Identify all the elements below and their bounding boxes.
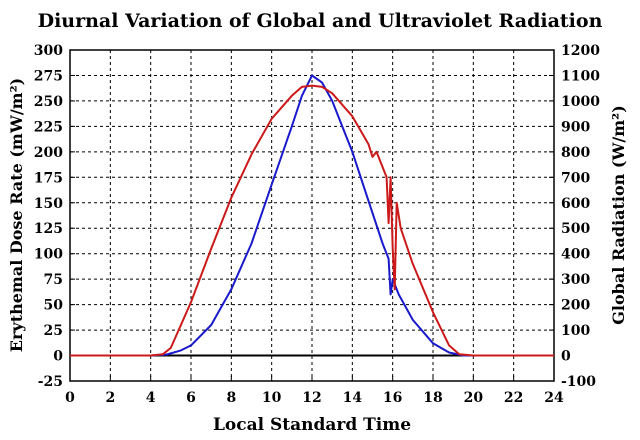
right-tick-label: 900 xyxy=(561,119,590,135)
erythemal-dose-series-line xyxy=(70,74,554,357)
x-tick-label: 24 xyxy=(544,390,564,406)
left-tick-label: 50 xyxy=(44,298,64,314)
chart-title: Diurnal Variation of Global and Ultravio… xyxy=(38,10,603,32)
left-tick-label: 250 xyxy=(34,94,63,110)
left-tick-label: 150 xyxy=(34,196,63,212)
x-tick-label: 0 xyxy=(65,390,75,406)
right-tick-label: 300 xyxy=(561,272,590,288)
right-tick-label: 800 xyxy=(561,145,590,161)
right-tick-label: 500 xyxy=(561,221,590,237)
left-tick-label: 25 xyxy=(44,323,63,339)
right-axis-ticks: -100 0 100 200 300 400 500 600 700 800 900 1000 1100… xyxy=(549,43,600,390)
x-tick-label: 2 xyxy=(105,390,115,406)
right-tick-label: 700 xyxy=(561,170,590,186)
left-axis-label: Erythemal Dose Rate (mW/m²) xyxy=(7,78,26,352)
right-tick-label: 400 xyxy=(561,247,590,263)
series-layer xyxy=(70,74,554,357)
right-tick-label: 1200 xyxy=(561,43,600,59)
right-tick-label: 200 xyxy=(561,298,590,314)
left-tick-label: 225 xyxy=(34,119,63,135)
x-tick-label: 10 xyxy=(262,390,282,406)
left-tick-label: -25 xyxy=(38,374,63,390)
left-tick-label: 100 xyxy=(34,247,63,263)
left-tick-label: 275 xyxy=(34,68,63,84)
right-axis-label: Global Radiation (W/m²) xyxy=(609,105,628,325)
right-tick-label: -100 xyxy=(561,374,596,390)
x-tick-label: 6 xyxy=(186,390,196,406)
right-tick-label: 1000 xyxy=(561,94,600,110)
left-tick-label: 125 xyxy=(34,221,63,237)
global-radiation-series-line xyxy=(70,84,554,357)
x-tick-label: 16 xyxy=(383,390,402,406)
x-tick-label: 18 xyxy=(423,390,442,406)
x-axis-ticks: 0 2 4 6 8 10 12 14 16 18 20 22 24 xyxy=(65,376,564,406)
x-tick-label: 20 xyxy=(464,390,484,406)
x-axis-label: Local Standard Time xyxy=(213,415,411,435)
right-tick-label: 1100 xyxy=(561,68,600,84)
grid xyxy=(70,50,554,381)
x-tick-label: 22 xyxy=(504,390,523,406)
left-tick-label: 175 xyxy=(34,170,63,186)
left-tick-label: 0 xyxy=(53,349,63,365)
right-tick-label: 100 xyxy=(561,323,590,339)
left-tick-label: 75 xyxy=(44,272,63,288)
x-tick-label: 4 xyxy=(146,390,156,406)
right-tick-label: 600 xyxy=(561,196,590,212)
left-axis-ticks: -25 0 25 50 75 100 125 150 175 200 225 250 275 300 xyxy=(34,43,75,390)
x-tick-label: 12 xyxy=(302,390,321,406)
x-tick-label: 14 xyxy=(343,390,363,406)
left-tick-label: 200 xyxy=(34,145,63,161)
left-tick-label: 300 xyxy=(34,43,63,59)
right-tick-label: 0 xyxy=(561,349,571,365)
x-tick-label: 8 xyxy=(226,390,236,406)
